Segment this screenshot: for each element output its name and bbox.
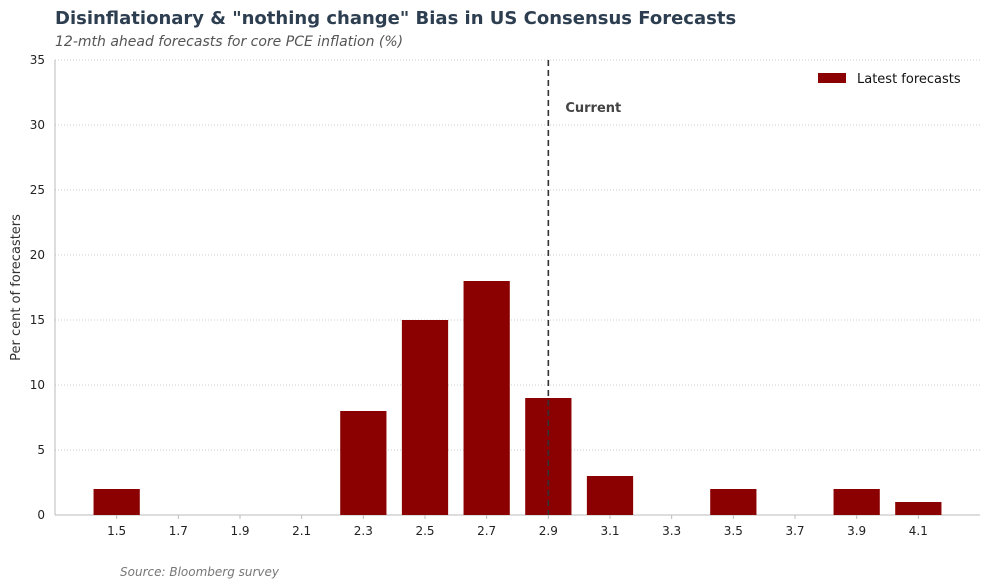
x-tick-label: 2.3	[354, 524, 373, 538]
x-tick-label: 2.5	[415, 524, 434, 538]
y-tick-label: 15	[30, 313, 45, 327]
bar-3.1	[586, 476, 634, 515]
x-tick-label: 3.3	[662, 524, 681, 538]
source-note: Source: Bloomberg survey	[120, 565, 280, 579]
x-tick-label: 1.9	[230, 524, 249, 538]
x-tick-label: 3.9	[847, 524, 866, 538]
legend-label: Latest forecasts	[857, 72, 961, 87]
x-tick-label: 3.7	[785, 524, 804, 538]
x-tick-label: 2.7	[477, 524, 496, 538]
bar-4.1	[895, 502, 942, 515]
x-tick-label: 1.5	[107, 524, 126, 538]
bar-3.5	[710, 489, 757, 515]
chart-title: Disinflationary & "nothing change" Bias …	[55, 8, 737, 29]
y-tick-label: 0	[37, 508, 45, 522]
chart-subtitle: 12-mth ahead forecasts for core PCE infl…	[55, 34, 404, 50]
y-tick-label: 10	[30, 378, 45, 392]
y-tick-label: 35	[30, 53, 45, 67]
bar-1.5	[93, 489, 140, 515]
y-tick-label: 5	[37, 443, 45, 457]
bar-3.9	[833, 489, 880, 515]
legend-swatch	[818, 73, 846, 83]
x-tick-label: 3.5	[724, 524, 743, 538]
y-axis-label: Per cent of forecasters	[9, 214, 24, 361]
y-tick-label: 30	[30, 118, 45, 132]
y-tick-label: 20	[30, 248, 45, 262]
x-tick-label: 3.1	[600, 524, 619, 538]
current-annotation: Current	[565, 101, 621, 116]
x-tick-label: 4.1	[909, 524, 928, 538]
x-tick-label: 2.1	[292, 524, 311, 538]
bar-2.7	[463, 281, 510, 515]
y-tick-label: 25	[30, 183, 45, 197]
x-tick-label: 1.7	[169, 524, 188, 538]
bar-2.5	[401, 320, 449, 515]
x-tick-label: 2.9	[539, 524, 558, 538]
bar-2.3	[340, 411, 387, 515]
